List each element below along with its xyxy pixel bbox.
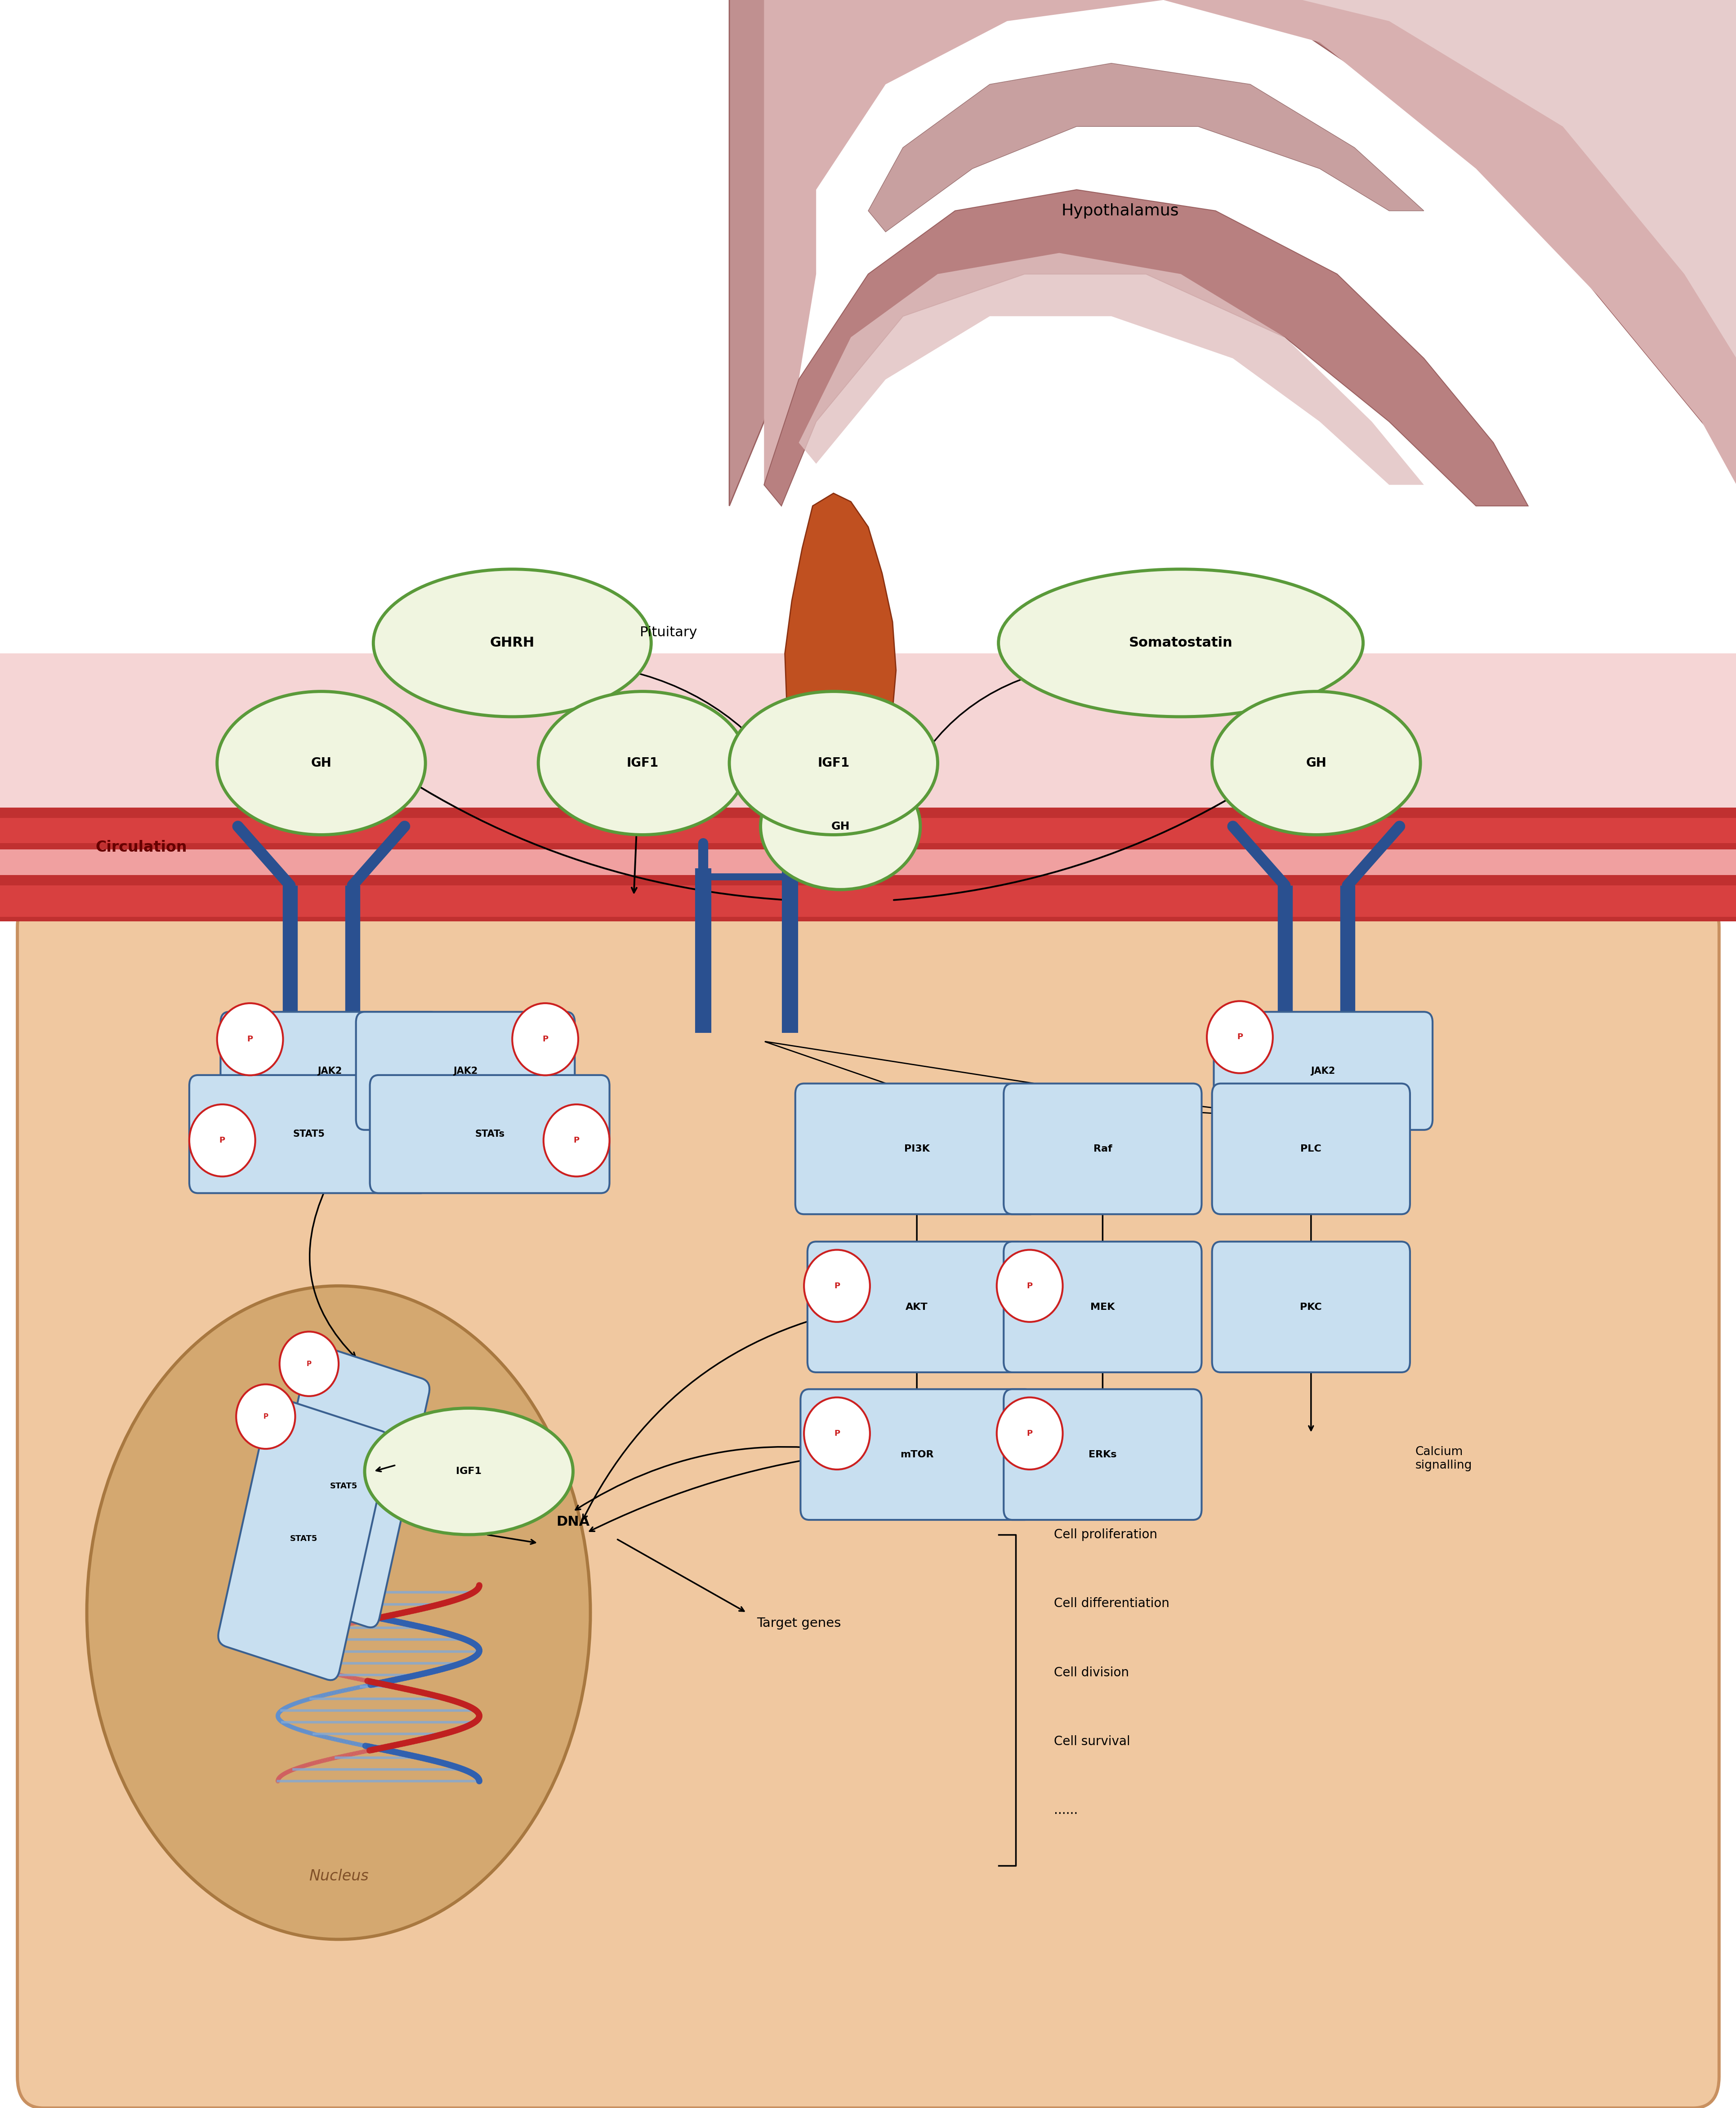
- Text: AKT: AKT: [906, 1303, 927, 1311]
- Text: STATs: STATs: [474, 1130, 505, 1138]
- Text: GHRH: GHRH: [490, 637, 535, 649]
- Text: Hypothalamus: Hypothalamus: [1061, 202, 1179, 219]
- FancyBboxPatch shape: [1213, 1012, 1432, 1130]
- Text: PI3K: PI3K: [904, 1145, 929, 1153]
- Text: P: P: [1026, 1282, 1033, 1290]
- Text: P: P: [219, 1136, 226, 1145]
- Text: DNA: DNA: [556, 1516, 590, 1528]
- Text: Pituitary: Pituitary: [639, 626, 698, 639]
- Text: PKC: PKC: [1300, 1303, 1321, 1311]
- Ellipse shape: [729, 691, 937, 835]
- FancyBboxPatch shape: [259, 1345, 429, 1627]
- Text: ......: ......: [1054, 1804, 1078, 1817]
- Ellipse shape: [760, 763, 920, 890]
- FancyBboxPatch shape: [1212, 1084, 1410, 1214]
- Bar: [0, 885, 1736, 917]
- Polygon shape: [764, 190, 1528, 506]
- Text: Cell survival: Cell survival: [1054, 1735, 1130, 1748]
- Text: P: P: [573, 1136, 580, 1145]
- FancyBboxPatch shape: [1212, 1242, 1410, 1372]
- Polygon shape: [868, 63, 1424, 232]
- Text: MEK: MEK: [1090, 1303, 1115, 1311]
- Text: Target genes: Target genes: [757, 1617, 840, 1629]
- Ellipse shape: [512, 1003, 578, 1075]
- FancyBboxPatch shape: [17, 896, 1719, 2108]
- Polygon shape: [773, 700, 906, 881]
- Text: P: P: [307, 1360, 311, 1368]
- Ellipse shape: [996, 1250, 1062, 1322]
- Text: GH: GH: [1305, 757, 1326, 769]
- Ellipse shape: [279, 1332, 339, 1395]
- Text: P: P: [833, 1429, 840, 1438]
- Polygon shape: [764, 0, 1736, 485]
- Polygon shape: [729, 0, 1736, 506]
- Text: JAK2: JAK2: [1311, 1067, 1335, 1075]
- Ellipse shape: [998, 569, 1363, 717]
- Text: STAT5: STAT5: [290, 1535, 318, 1543]
- Ellipse shape: [538, 691, 746, 835]
- Text: Cell differentiation: Cell differentiation: [1054, 1598, 1170, 1611]
- Text: P: P: [264, 1412, 267, 1421]
- FancyBboxPatch shape: [1003, 1084, 1201, 1214]
- FancyBboxPatch shape: [1003, 1242, 1201, 1372]
- Text: P: P: [833, 1282, 840, 1290]
- Ellipse shape: [236, 1385, 295, 1448]
- Polygon shape: [785, 493, 896, 769]
- Bar: [0, 807, 1736, 854]
- Ellipse shape: [373, 569, 651, 717]
- Ellipse shape: [87, 1286, 590, 1939]
- FancyBboxPatch shape: [220, 1012, 439, 1130]
- FancyBboxPatch shape: [356, 1012, 575, 1130]
- Bar: [0, 0, 1736, 928]
- Ellipse shape: [1207, 1001, 1272, 1073]
- Text: GH: GH: [311, 757, 332, 769]
- Text: P: P: [542, 1035, 549, 1043]
- Bar: [0, 818, 1736, 843]
- Text: Cell division: Cell division: [1054, 1665, 1128, 1678]
- Ellipse shape: [189, 1105, 255, 1176]
- FancyBboxPatch shape: [189, 1075, 429, 1193]
- Text: IGF1: IGF1: [818, 757, 849, 769]
- FancyBboxPatch shape: [807, 1242, 1026, 1372]
- Text: P: P: [1026, 1429, 1033, 1438]
- Text: P: P: [1236, 1033, 1243, 1041]
- Text: STAT5: STAT5: [293, 1130, 325, 1138]
- Text: JAK2: JAK2: [318, 1067, 342, 1075]
- Text: Calcium
signalling: Calcium signalling: [1415, 1446, 1472, 1471]
- Bar: [0, 653, 1736, 812]
- FancyBboxPatch shape: [1003, 1389, 1201, 1520]
- Text: STAT5: STAT5: [330, 1482, 358, 1490]
- Bar: [0, 850, 1736, 875]
- Text: IGF1: IGF1: [457, 1467, 481, 1476]
- FancyBboxPatch shape: [219, 1398, 389, 1680]
- Ellipse shape: [996, 1398, 1062, 1469]
- Text: IGF1: IGF1: [627, 757, 658, 769]
- Polygon shape: [1215, 0, 1736, 358]
- Ellipse shape: [217, 691, 425, 835]
- Ellipse shape: [804, 1250, 870, 1322]
- Polygon shape: [799, 253, 1424, 485]
- Ellipse shape: [804, 1398, 870, 1469]
- Ellipse shape: [1212, 691, 1420, 835]
- Text: Nucleus: Nucleus: [309, 1868, 368, 1885]
- Text: ERKs: ERKs: [1088, 1450, 1116, 1459]
- Text: mTOR: mTOR: [899, 1450, 934, 1459]
- Text: Cell proliferation: Cell proliferation: [1054, 1528, 1158, 1541]
- FancyBboxPatch shape: [370, 1075, 609, 1193]
- Ellipse shape: [217, 1003, 283, 1075]
- Text: GH: GH: [832, 820, 849, 833]
- Ellipse shape: [365, 1408, 573, 1535]
- Text: Raf: Raf: [1094, 1145, 1111, 1153]
- Text: P: P: [247, 1035, 253, 1043]
- Bar: [0, 875, 1736, 921]
- Text: PLC: PLC: [1300, 1145, 1321, 1153]
- FancyBboxPatch shape: [795, 1084, 1038, 1214]
- Polygon shape: [785, 717, 892, 854]
- Text: JAK2: JAK2: [453, 1067, 477, 1075]
- FancyBboxPatch shape: [800, 1389, 1033, 1520]
- Ellipse shape: [543, 1105, 609, 1176]
- Text: Circulation: Circulation: [95, 839, 187, 856]
- Text: Somatostatin: Somatostatin: [1128, 637, 1233, 649]
- Polygon shape: [806, 725, 878, 847]
